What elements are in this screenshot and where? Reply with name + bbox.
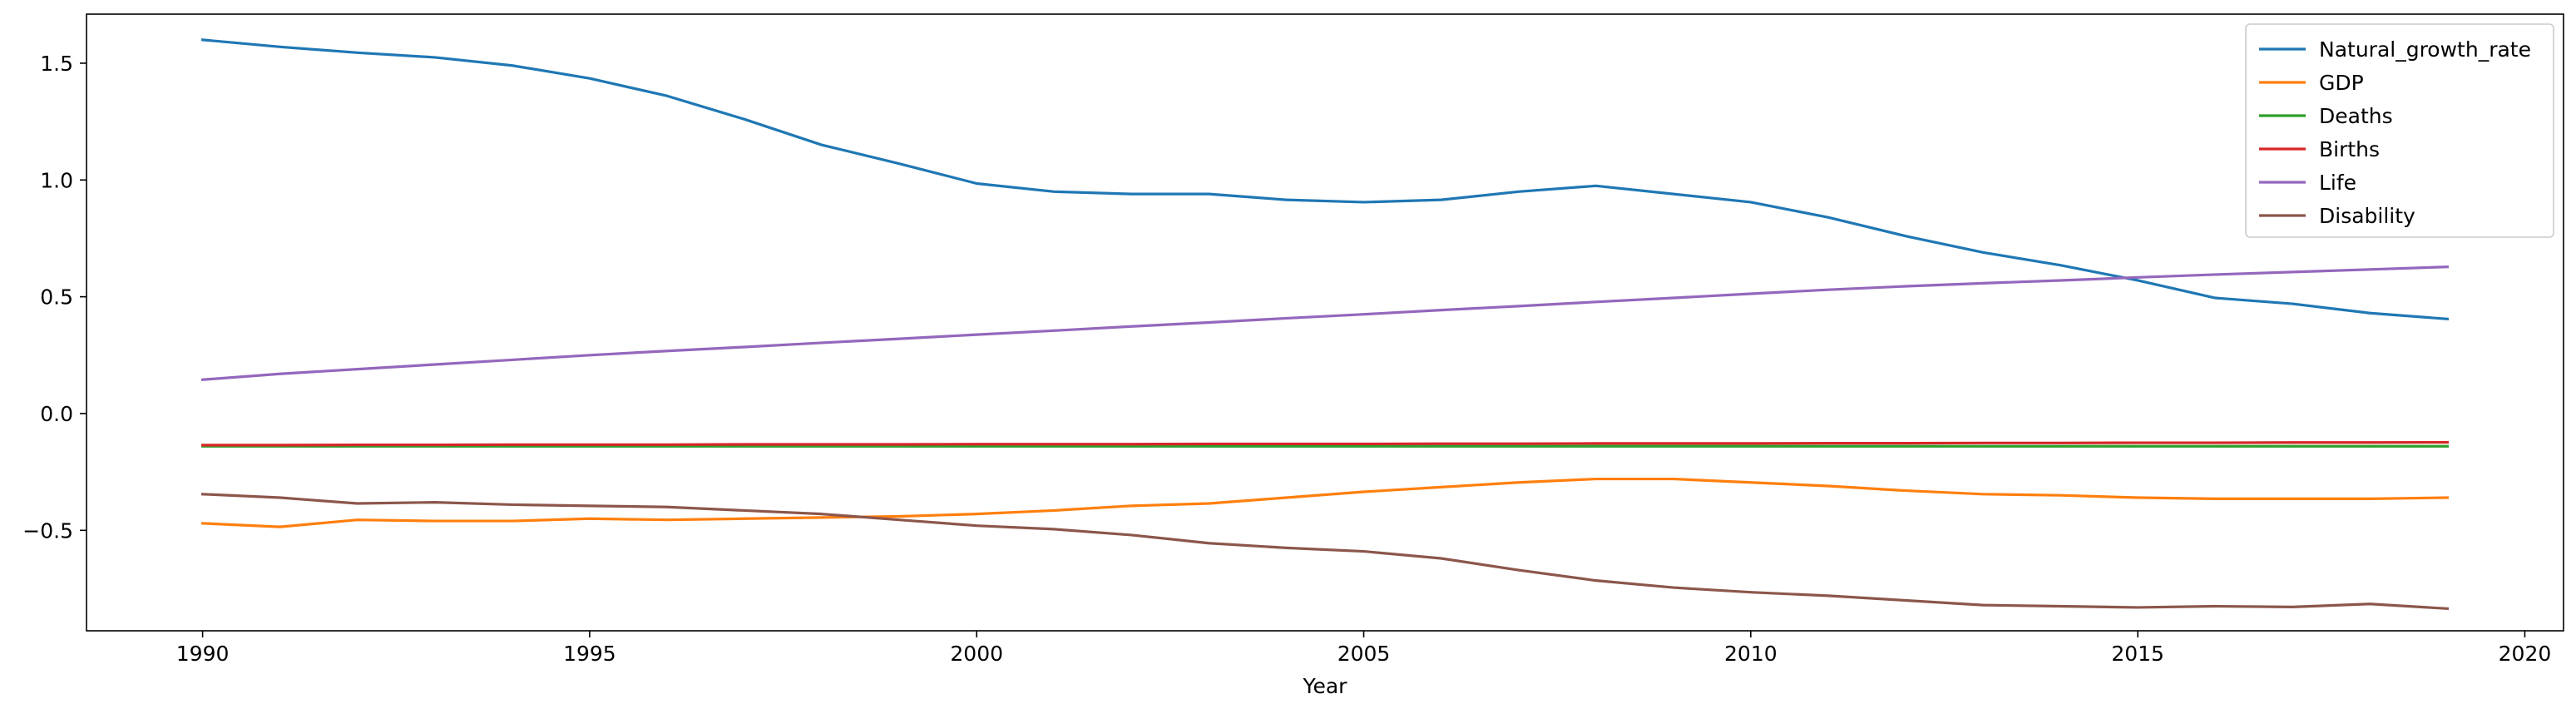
x-tick-label: 1990 [176,642,230,666]
x-tick-label: 2000 [950,642,1003,666]
x-axis: 1990 1995 2000 2005 2010 2015 2020 [176,631,2552,666]
legend-label-deaths: Deaths [2319,104,2393,128]
y-tick-label: 1.0 [40,168,73,192]
x-tick-label: 2020 [2499,642,2552,666]
legend-box [2245,23,2554,238]
series-line-gdp [200,477,2450,528]
legend-label-life: Life [2319,171,2356,195]
series-line-life [200,265,2450,381]
x-tick-label: 1995 [563,642,616,666]
x-tick-label: 2010 [1724,642,1777,666]
legend-label-natural-growth-rate: Natural_growth_rate [2319,37,2531,62]
y-axis: −0.5 0.0 0.5 1.0 1.5 [22,52,87,543]
legend: Natural_growth_rate GDP Deaths Births Life Di… [2245,23,2554,238]
legend-label-disability: Disability [2319,204,2415,228]
y-tick-label: 0.0 [40,402,73,426]
series-line-births [200,440,2450,447]
x-tick-label: 2015 [2111,642,2164,666]
x-axis-label: Year [1303,674,1348,698]
series-line-natural-growth-rate [200,38,2450,321]
y-tick-label: 1.5 [40,52,73,76]
plot-frame [86,13,2564,632]
series-line-disability [200,493,2450,611]
y-tick-label: −0.5 [22,518,73,543]
legend-label-births: Births [2319,137,2380,161]
x-tick-label: 2005 [1337,642,1391,666]
series-layer [200,38,2450,611]
legend-label-gdp: GDP [2319,71,2364,95]
y-tick-label: 0.5 [40,285,73,310]
